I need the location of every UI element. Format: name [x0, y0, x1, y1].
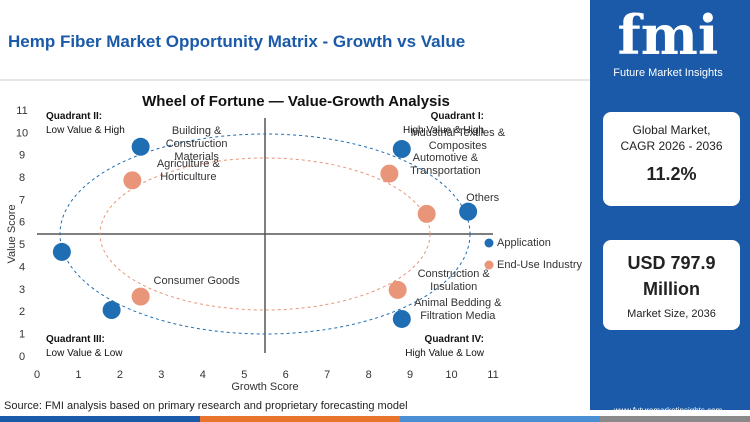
y-tick-label: 7	[19, 194, 25, 206]
point-label: Consumer Goods	[153, 274, 240, 287]
footer-url: www.futuremarketinsights.com	[613, 406, 723, 415]
stat-label: Market Size, 2036	[627, 308, 716, 320]
point	[52, 242, 71, 261]
x-tick-label: 2	[117, 369, 123, 381]
strip	[400, 416, 600, 422]
point	[392, 140, 411, 159]
legend-swatch	[484, 260, 494, 270]
point-label: Agriculture & Horticulture	[156, 158, 220, 184]
y-tick-label: 0	[19, 351, 25, 363]
x-tick-label: 6	[283, 369, 289, 381]
page-title: Hemp Fiber Market Opportunity Matrix - G…	[8, 32, 466, 51]
quadrant-description: High Value & High	[403, 125, 484, 136]
y-tick-label: 3	[19, 284, 25, 296]
point	[102, 301, 121, 320]
point-label: Building & Construction Materials	[165, 124, 228, 163]
y-tick-label: 9	[19, 150, 25, 162]
x-tick-label: 3	[158, 369, 164, 381]
point	[392, 309, 411, 328]
point-label: Automotive & Transportation	[410, 151, 481, 177]
stat-label: Global Market, CAGR 2026 - 2036	[620, 123, 723, 153]
x-tick-label: 4	[200, 369, 206, 381]
brand-logo: fmi	[618, 3, 719, 67]
quadrant-name: Quadrant III:	[46, 334, 105, 345]
strip	[0, 416, 200, 422]
quadrant-name: Quadrant IV:	[424, 334, 484, 345]
y-tick-label: 2	[19, 306, 25, 318]
x-tick-label: 1	[75, 369, 81, 381]
y-tick-label: 10	[16, 127, 28, 139]
point	[131, 137, 150, 156]
brand-name: Future Market Insights	[613, 67, 723, 79]
chart-title: Wheel of Fortune — Value-Growth Analysis	[142, 93, 450, 110]
point	[417, 204, 436, 223]
point-label: Others	[466, 191, 500, 204]
point	[131, 287, 150, 306]
quadrant-name: Quadrant I:	[430, 111, 484, 122]
x-tick-label: 5	[241, 369, 247, 381]
quadrant-description: High Value & Low	[405, 348, 484, 359]
legend-label: End-Use Industry	[497, 259, 582, 271]
point	[380, 164, 399, 183]
point	[388, 280, 407, 299]
y-tick-label: 11	[16, 105, 27, 117]
x-tick-label: 0	[34, 369, 40, 381]
point-label: Industrial Textiles & Composites	[410, 127, 506, 153]
y-tick-label: 5	[19, 239, 25, 251]
stat-card: Global Market, CAGR 2026 - 2036 11.2%	[603, 112, 740, 206]
x-tick-label: 9	[407, 369, 413, 381]
point	[459, 202, 478, 221]
point-label: Construction & Insulation	[417, 267, 490, 293]
strip	[600, 416, 750, 422]
legend-swatch	[484, 238, 494, 248]
y-tick-label: 6	[19, 217, 25, 229]
quadrant-name: Quadrant II:	[46, 111, 103, 122]
y-tick-label: 8	[19, 172, 25, 184]
quadrant-description: Low Value & Low	[46, 348, 123, 359]
x-tick-label: 7	[324, 369, 330, 381]
x-tick-label: 10	[445, 369, 457, 381]
stat-value: 11.2%	[646, 164, 697, 184]
quadrant-description: Low Value & High	[46, 125, 125, 136]
stat-card: USD 797.9 Million Market Size, 2036	[603, 240, 740, 330]
strip	[200, 416, 400, 422]
x-axis-label: Growth Score	[231, 381, 298, 393]
stat-value: USD 797.9 Million	[627, 253, 716, 299]
point	[123, 171, 142, 190]
guide-ellipse	[99, 157, 431, 311]
x-tick-label: 8	[366, 369, 372, 381]
y-tick-label: 1	[19, 329, 25, 341]
x-tick-label: 11	[487, 369, 498, 381]
guide-ellipse	[59, 133, 471, 335]
legend-label: Application	[497, 237, 551, 249]
footer-source: Source: FMI analysis based on primary re…	[4, 400, 408, 412]
y-axis-label: Value Score	[6, 204, 18, 263]
y-tick-label: 4	[19, 261, 25, 273]
point-label: Animal Bedding & Filtration Media	[414, 296, 502, 322]
